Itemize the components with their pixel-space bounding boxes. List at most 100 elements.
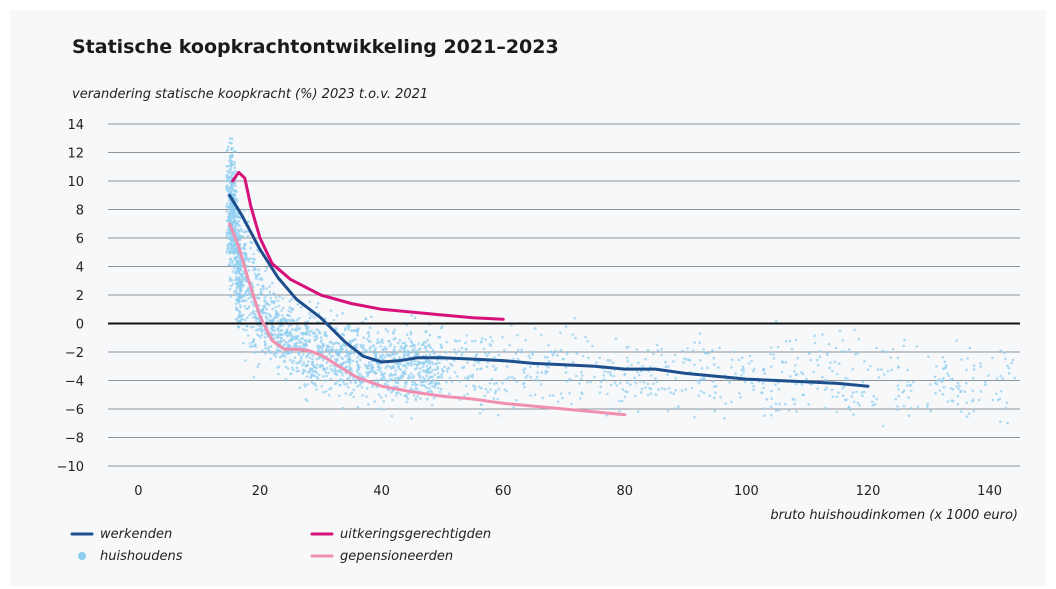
scatter-point xyxy=(277,372,280,376)
scatter-point xyxy=(357,327,360,330)
scatter-point xyxy=(445,340,449,344)
scatter-point xyxy=(852,400,856,404)
scatter-point xyxy=(956,402,960,406)
scatter-point xyxy=(436,371,440,375)
scatter-point xyxy=(763,414,766,418)
scatter-point xyxy=(999,390,1003,393)
scatter-point xyxy=(395,352,399,356)
scatter-point xyxy=(448,376,452,380)
scatter-point xyxy=(231,238,235,242)
scatter-point xyxy=(639,391,643,394)
scatter-point xyxy=(793,370,796,373)
scatter-point xyxy=(321,364,324,367)
scatter-point xyxy=(529,375,533,379)
scatter-point xyxy=(379,345,382,348)
scatter-point xyxy=(264,347,267,350)
scatter-point xyxy=(234,269,238,273)
scatter-point xyxy=(494,389,498,393)
scatter-point xyxy=(403,372,407,375)
scatter-point xyxy=(906,384,909,387)
scatter-point xyxy=(455,340,458,343)
scatter-point xyxy=(999,349,1003,352)
scatter-point xyxy=(915,345,919,348)
scatter-point xyxy=(796,356,799,360)
series-line-gepensioneerden xyxy=(228,222,627,417)
scatter-point xyxy=(593,375,596,379)
scatter-point xyxy=(329,309,333,312)
scatter-point xyxy=(279,339,282,343)
scatter-point xyxy=(693,415,696,419)
scatter-point xyxy=(401,374,404,377)
scatter-point xyxy=(565,352,569,356)
scatter-point xyxy=(460,346,464,350)
scatter-point xyxy=(273,333,277,336)
scatter-point xyxy=(296,324,299,328)
scatter-point xyxy=(431,348,435,352)
scatter-point xyxy=(934,391,937,395)
scatter-point xyxy=(372,344,375,348)
scatter-point xyxy=(273,315,277,319)
scatter-point xyxy=(414,351,418,355)
scatter-point xyxy=(466,377,470,381)
scatter-point xyxy=(712,356,716,360)
scatter-point xyxy=(234,225,238,228)
scatter-point xyxy=(648,386,651,390)
scatter-point xyxy=(348,361,352,365)
scatter-point xyxy=(377,407,380,411)
scatter-point xyxy=(439,343,443,347)
scatter-point xyxy=(774,383,777,386)
scatter-point xyxy=(248,257,252,260)
scatter-point xyxy=(422,343,425,346)
scatter-point xyxy=(742,370,745,374)
series-line-werkenden xyxy=(228,193,870,388)
scatter-point xyxy=(911,380,915,384)
scatter-point xyxy=(740,356,744,360)
scatter-point xyxy=(807,403,810,406)
scatter-point xyxy=(458,339,461,343)
scatter-point xyxy=(1004,357,1007,361)
scatter-point xyxy=(523,385,526,389)
scatter-point xyxy=(295,329,298,332)
scatter-point xyxy=(902,389,906,393)
scatter-point xyxy=(369,345,373,349)
scatter-point xyxy=(636,370,639,374)
scatter-point xyxy=(260,333,264,337)
scatter-point xyxy=(529,394,532,397)
scatter-point xyxy=(636,410,640,413)
scatter-point xyxy=(877,376,881,379)
scatter-point xyxy=(464,376,467,380)
scatter-point xyxy=(225,149,229,153)
series-line-uitkeringsgerechtigden xyxy=(231,170,505,321)
scatter-point xyxy=(364,317,368,321)
scatter-point xyxy=(293,356,297,359)
scatter-point xyxy=(270,300,274,303)
scatter-point xyxy=(382,408,386,411)
scatter-point xyxy=(750,381,754,385)
scatter-point xyxy=(243,209,246,212)
scatter-point xyxy=(640,387,644,391)
scatter-point xyxy=(425,349,429,353)
scatter-point xyxy=(533,327,537,330)
scatter-point xyxy=(425,397,429,401)
scatter-point xyxy=(808,352,811,355)
scatter-point xyxy=(424,354,428,357)
scatter-point xyxy=(242,341,245,345)
scatter-point xyxy=(228,252,232,255)
scatter-point xyxy=(315,366,318,370)
scatter-point xyxy=(907,396,910,399)
scatter-point xyxy=(453,348,456,351)
scatter-point xyxy=(455,375,459,378)
scatter-point xyxy=(252,309,255,313)
scatter-point xyxy=(826,351,829,355)
scatter-point xyxy=(375,385,379,389)
scatter-point xyxy=(235,200,239,204)
scatter-point xyxy=(414,353,418,357)
scatter-point xyxy=(356,356,359,359)
scatter-point xyxy=(230,173,234,176)
scatter-point xyxy=(327,371,330,375)
scatter-point xyxy=(418,361,421,365)
scatter-point xyxy=(718,346,721,350)
scatter-point xyxy=(286,334,289,338)
scatter-point xyxy=(831,395,835,399)
scatter-point xyxy=(681,349,684,353)
